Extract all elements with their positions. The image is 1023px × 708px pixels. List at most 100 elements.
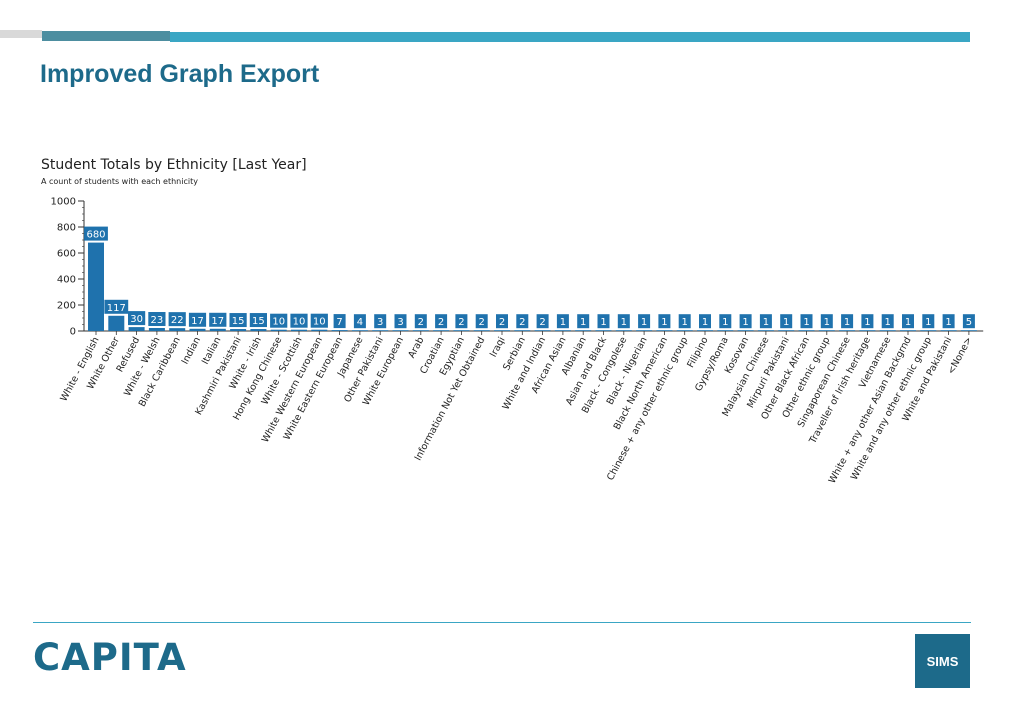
data-label: 1 [803, 317, 809, 328]
data-label-box [719, 314, 732, 329]
bar [839, 330, 856, 331]
data-label-box [353, 314, 366, 329]
slide-title: Improved Graph Export [40, 60, 320, 88]
bar [291, 329, 307, 331]
bar [209, 328, 226, 331]
data-label: 17 [191, 316, 204, 327]
data-label-box [188, 312, 207, 327]
data-label: 1 [844, 317, 850, 328]
bar [595, 330, 612, 331]
data-label: 1 [702, 317, 708, 328]
footer-divider [33, 622, 971, 623]
data-label: 15 [232, 316, 245, 327]
data-label-box [128, 311, 146, 326]
x-tick-label: Iraqi [488, 335, 508, 359]
chart-subtitle: A count of students with each ethnicity [41, 177, 198, 186]
data-label-box [902, 314, 914, 329]
bar [940, 330, 957, 331]
data-label: 1 [783, 317, 789, 328]
data-label-box [678, 314, 691, 329]
data-label: 10 [293, 317, 306, 328]
bar [108, 315, 125, 331]
x-tick-label: Arab [406, 335, 426, 360]
data-label: 3 [377, 317, 383, 328]
data-label-box [475, 314, 488, 329]
data-label-box [394, 314, 407, 329]
data-label: 22 [171, 315, 184, 326]
data-label-box [435, 314, 448, 329]
bar [778, 330, 795, 331]
bar [757, 330, 774, 331]
data-label: 1 [742, 317, 748, 328]
data-label-box [922, 314, 935, 329]
data-label-box [333, 314, 346, 329]
data-label-box [638, 314, 651, 329]
bar [960, 330, 977, 331]
bar [412, 330, 429, 331]
bar [636, 330, 653, 331]
data-label-box [209, 312, 227, 327]
data-label: 1 [763, 317, 769, 328]
bar [554, 330, 571, 331]
data-label: 1 [722, 317, 728, 328]
bar [676, 330, 693, 331]
bar-chart: Student Totals by Ethnicity [Last Year] … [41, 157, 984, 486]
data-label-box [699, 314, 711, 329]
header-accent-bar [170, 32, 970, 42]
chart-title: Student Totals by Ethnicity [Last Year] [41, 157, 307, 173]
bar [737, 330, 754, 331]
y-tick-label: 1000 [51, 197, 76, 208]
data-label: 17 [211, 316, 224, 327]
data-label: 2 [479, 317, 485, 328]
bar [494, 330, 510, 331]
data-label-box [942, 314, 955, 329]
data-label: 10 [313, 317, 326, 328]
data-label-box [658, 314, 671, 329]
bar [575, 330, 592, 331]
data-label: 1 [925, 317, 931, 328]
data-label-box [759, 314, 772, 329]
bar [514, 330, 531, 331]
bar [128, 327, 145, 331]
data-label-box [820, 314, 833, 329]
data-label: 2 [499, 317, 505, 328]
bar [818, 330, 835, 331]
y-tick-label: 800 [57, 223, 76, 234]
data-label-box [496, 314, 508, 329]
data-label: 1 [580, 317, 586, 328]
data-label: 1 [864, 317, 870, 328]
bar [859, 330, 876, 331]
bar [351, 330, 368, 331]
bar [270, 329, 287, 331]
bar [879, 330, 896, 331]
bar [534, 330, 551, 331]
data-label-box [861, 314, 874, 329]
data-label: 1 [641, 317, 647, 328]
data-label-box [310, 313, 328, 328]
y-tick-label: 200 [57, 301, 76, 312]
data-label: 1 [600, 317, 606, 328]
bar [148, 328, 165, 331]
data-label-box [780, 314, 793, 329]
bar [331, 330, 348, 331]
data-label-box [577, 314, 590, 329]
data-label-box [556, 314, 569, 329]
data-label: 3 [397, 317, 403, 328]
data-label: 1 [824, 317, 830, 328]
header-accent-grey [0, 30, 42, 38]
data-label: 1 [661, 317, 667, 328]
data-label-box [84, 226, 108, 241]
bar [920, 330, 937, 331]
data-label-box [617, 314, 630, 329]
data-label: 2 [539, 317, 545, 328]
bar [697, 330, 713, 331]
data-label: 1 [621, 317, 627, 328]
bar [311, 329, 328, 331]
data-label: 1 [905, 317, 911, 328]
data-label: 4 [357, 317, 363, 328]
data-label: 1 [682, 317, 688, 328]
bar [717, 330, 734, 331]
sims-badge: SIMS [915, 634, 970, 688]
bar [615, 330, 632, 331]
